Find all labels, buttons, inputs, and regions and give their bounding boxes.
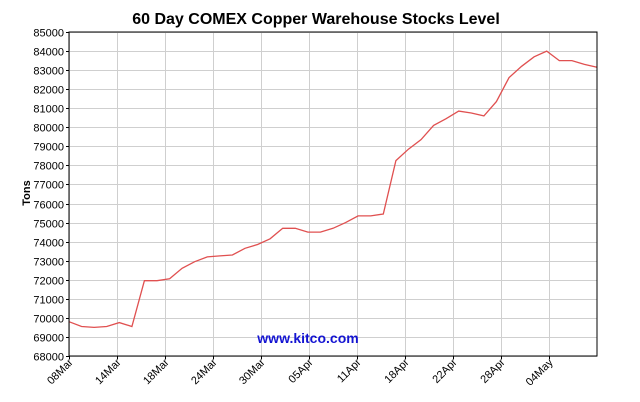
y-tick-label: 83000	[33, 66, 64, 78]
x-tick-label: 22Apr	[430, 356, 459, 385]
y-tick-label: 79000	[33, 142, 64, 154]
data-point	[206, 256, 208, 258]
chart-title: 60 Day COMEX Copper Warehouse Stocks Lev…	[132, 11, 500, 28]
data-point	[596, 66, 598, 68]
x-tick-label: 11Apr	[335, 356, 364, 385]
y-tick-label: 73000	[33, 257, 64, 269]
data-point	[395, 160, 397, 162]
data-point	[332, 227, 334, 229]
data-point	[407, 148, 409, 150]
data-point	[68, 321, 70, 323]
series-line	[68, 50, 598, 329]
x-tick-label: 14Mar	[93, 356, 124, 387]
x-tick-label: 05Apr	[286, 356, 315, 385]
data-point	[231, 254, 233, 256]
y-tick-label: 68000	[33, 352, 64, 364]
y-tick-label: 85000	[33, 28, 64, 40]
x-tick-label: 04May	[524, 356, 556, 388]
data-point	[131, 326, 133, 328]
y-tick-label: 80000	[33, 123, 64, 135]
data-point	[106, 326, 108, 328]
data-point	[257, 244, 259, 246]
x-tick-label: 18Mar	[141, 356, 172, 387]
data-point	[319, 231, 321, 233]
data-point	[382, 213, 384, 215]
data-point	[546, 50, 548, 52]
y-tick-label: 78000	[33, 161, 64, 173]
x-tick-label: 18Apr	[382, 356, 411, 385]
x-tick-label: 28Apr	[478, 356, 507, 385]
x-tick-label: 30Mar	[237, 356, 268, 387]
data-point	[571, 60, 573, 62]
x-axis-ticks: 08Mar 14Mar 18Mar 24Mar 30Mar 05Apr 11Apr 18Apr…	[45, 356, 556, 388]
watermark: www.kitco.com	[256, 330, 358, 346]
data-point	[307, 231, 309, 233]
y-tick-label: 74000	[33, 238, 64, 250]
grid	[69, 32, 597, 357]
data-point	[458, 110, 460, 112]
data-point	[583, 63, 585, 65]
data-point	[244, 247, 246, 249]
data-point	[81, 326, 83, 328]
data-point	[521, 65, 523, 67]
y-tick-label: 82000	[33, 85, 64, 97]
data-point	[181, 267, 183, 269]
data-point	[445, 118, 447, 120]
series-points	[68, 50, 598, 328]
x-tick-label: 24Mar	[189, 356, 220, 387]
data-point	[357, 215, 359, 217]
y-tick-label: 69000	[33, 333, 64, 345]
y-axis-ticks: 68000 69000 70000 71000 72000 73000 74000 75000…	[33, 28, 69, 364]
y-tick-label: 77000	[33, 180, 64, 192]
y-tick-label: 75000	[33, 219, 64, 231]
data-point	[294, 227, 296, 229]
y-tick-label: 71000	[33, 295, 64, 307]
data-point	[558, 60, 560, 62]
data-point	[433, 124, 435, 126]
data-point	[219, 255, 221, 257]
data-point	[508, 77, 510, 79]
y-tick-label: 76000	[33, 200, 64, 212]
y-tick-label: 81000	[33, 104, 64, 116]
data-point	[483, 115, 485, 117]
data-point	[143, 280, 145, 282]
data-point	[370, 215, 372, 217]
data-point	[118, 322, 120, 324]
y-tick-label: 84000	[33, 47, 64, 59]
data-point	[470, 112, 472, 114]
y-tick-label: 70000	[33, 314, 64, 326]
data-point	[269, 238, 271, 240]
data-point	[282, 227, 284, 229]
y-tick-label: 72000	[33, 276, 64, 288]
y-axis-label: Tons	[21, 180, 33, 205]
data-point	[169, 278, 171, 280]
plot-frame	[68, 31, 598, 357]
data-point	[495, 101, 497, 103]
data-point	[194, 261, 196, 263]
data-point	[156, 280, 158, 282]
data-point	[533, 56, 535, 58]
data-point	[93, 326, 95, 328]
data-point	[345, 222, 347, 224]
data-point	[420, 139, 422, 141]
